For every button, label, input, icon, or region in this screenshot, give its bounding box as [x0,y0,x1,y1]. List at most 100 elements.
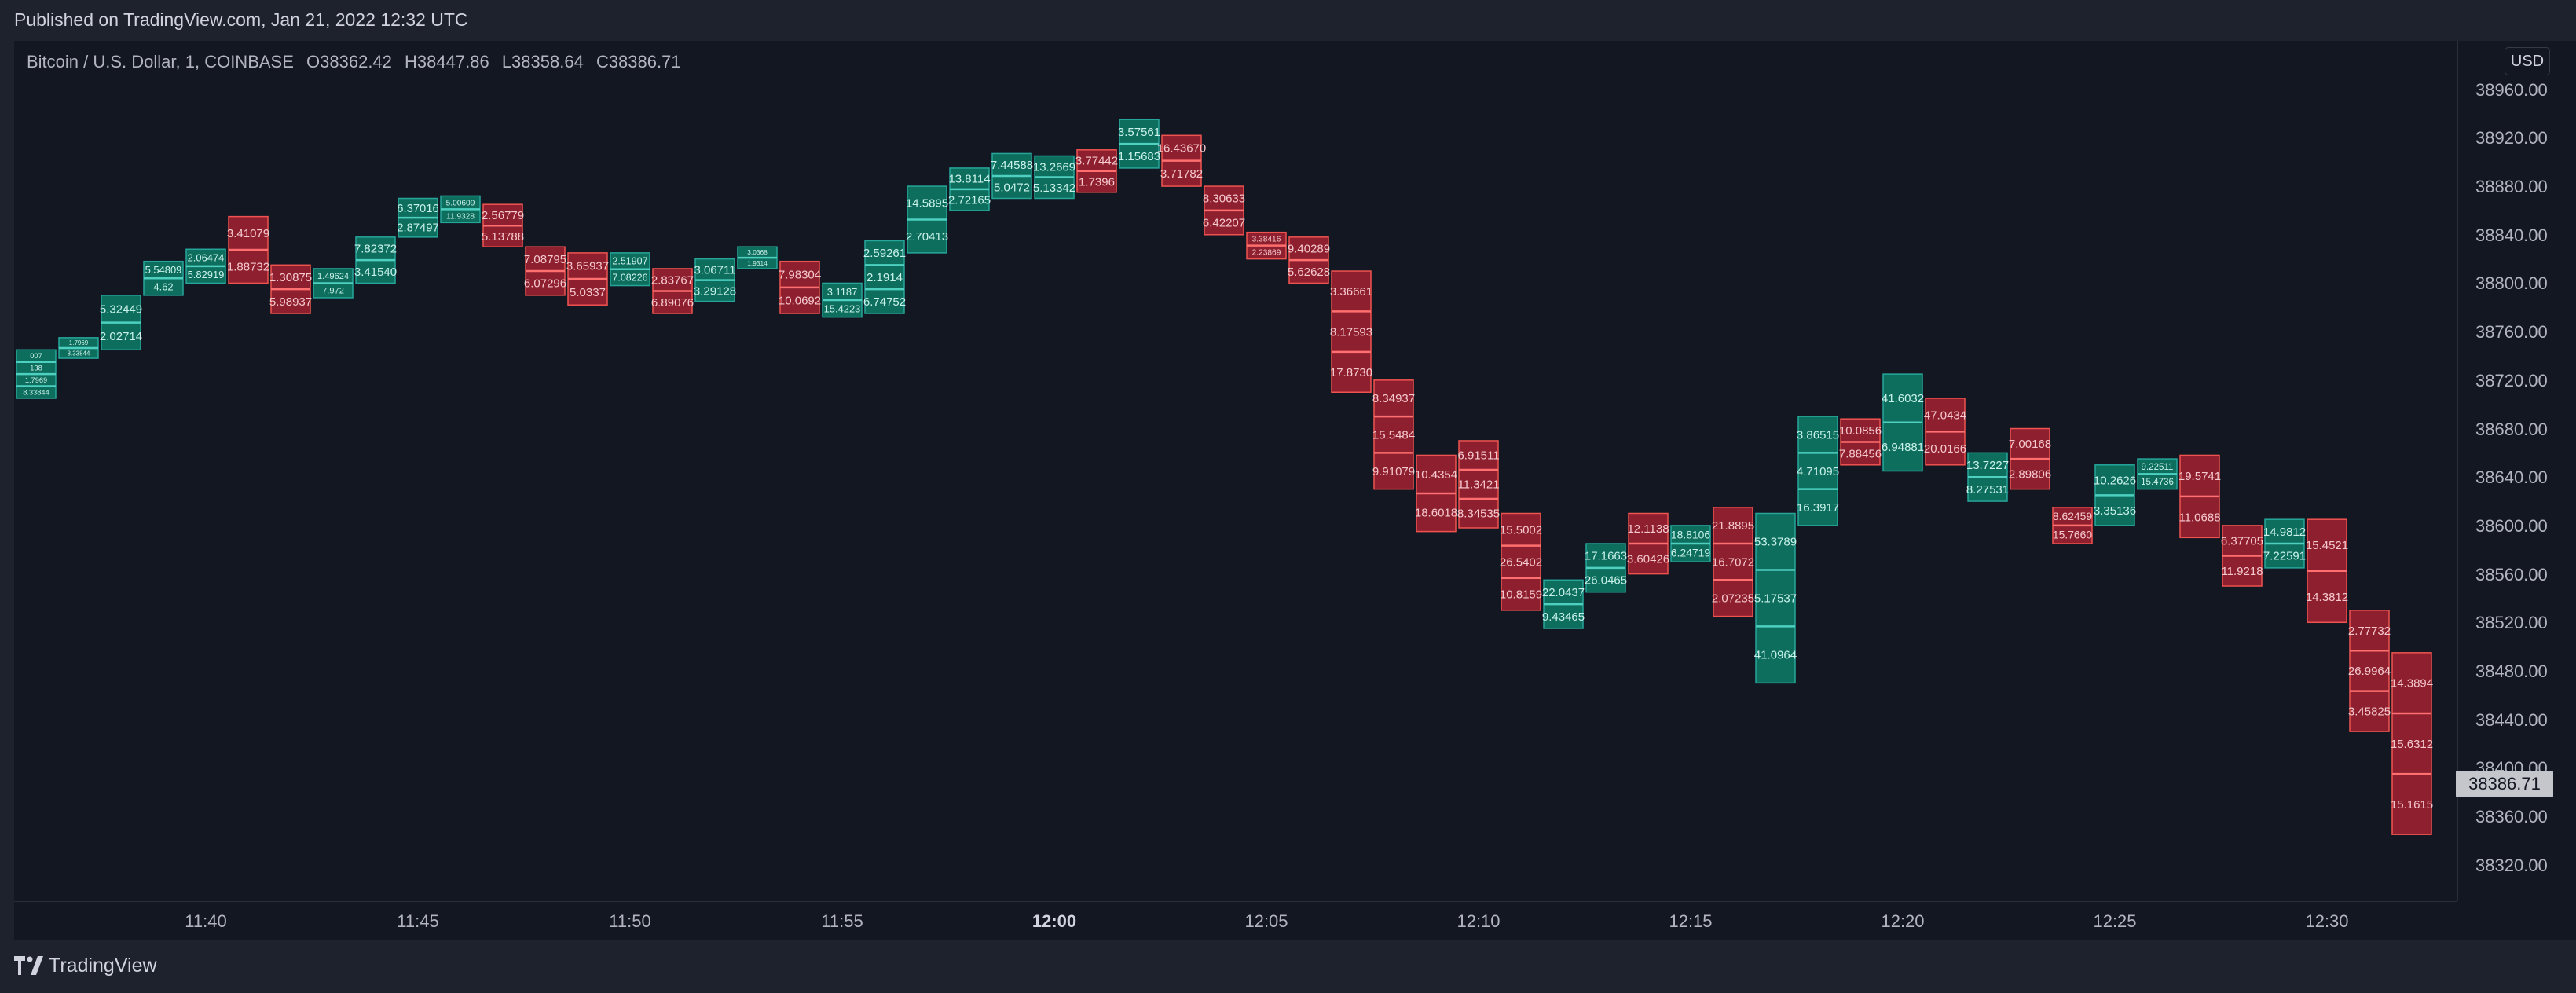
candle[interactable]: 9.22511 15.4736 [2137,458,2178,490]
volume-label: 007 [30,352,42,360]
candle[interactable]: 2.06474 5.82919 [185,248,226,284]
volume-label: 6.37016 [397,203,439,215]
candle[interactable]: 3.0368 1.9314 [737,246,778,269]
candle[interactable]: 3.41079 1.88732 [227,215,269,284]
candle[interactable]: 7.08795 6.07296 [524,246,566,296]
candle[interactable]: 7.98304 10.0692 [779,260,821,314]
candle[interactable]: 3.38416 2.23869 [1246,231,1287,260]
volume-label: 26.0465 [1585,574,1627,588]
candle[interactable]: 3.36661 8.17593 17.8730 [1330,270,1372,394]
candle[interactable]: 1.49624 7.972 [313,268,354,299]
candle[interactable]: 14.9812 7.22591 [2263,518,2306,569]
symbol-legend[interactable]: Bitcoin / U.S. Dollar, 1, COINBASE O3836… [27,52,681,72]
price-tick-label: 38920.00 [2475,128,2548,148]
volume-label: 8.33844 [23,388,49,396]
volume-label: 16.7072 [1712,555,1754,569]
candle[interactable]: 3.57561 1.15683 [1118,119,1160,169]
candle[interactable]: 7.00168 2.89806 [2009,427,2051,490]
candle[interactable]: 6.91511 11.3421 8.34535 [1457,440,1500,529]
volume-label: 2.89806 [2009,468,2051,482]
time-tick-label: 12:00 [1031,911,1077,931]
volume-label: 5.54809 [145,264,182,276]
candle-body [1331,270,1372,394]
volume-label: 15.7660 [2053,528,2092,540]
volume-label: 11.9218 [2221,565,2263,578]
volume-label: 26.5402 [1500,555,1542,569]
candle[interactable]: 47.0434 20.0166 [1924,398,1966,466]
candle[interactable]: 2.51907 7.08226 [610,252,650,287]
candle[interactable]: 14.5895 2.70413 [906,185,948,254]
candle-body [864,240,905,314]
candle[interactable]: 5.00609 11.9328 [440,195,481,224]
candle[interactable]: 10.0856 7.88456 [1839,418,1882,466]
candle[interactable]: 8.34937 15.5484 9.91079 [1372,379,1415,490]
candle[interactable]: 7.82372 3.41540 [354,236,397,284]
candle[interactable]: 41.6032 6.94881 [1882,373,1924,472]
candle[interactable]: 5.32449 2.02714 [100,295,142,351]
volume-label: 14.5895 [906,197,948,211]
candle[interactable]: 3.65937 5.0337 [566,252,609,306]
candle[interactable]: 16.43670 3.71782 [1157,134,1207,187]
candle[interactable]: 6.37705 11.9218 [2221,525,2263,587]
price-tick-label: 38440.00 [2475,709,2548,730]
volume-label: 3.57561 [1118,126,1160,139]
volume-label: 5.00609 [446,199,475,207]
candle[interactable]: 3.06711 3.29128 [694,258,736,302]
chart-panel[interactable]: 007 138 1.7969 8.33844 1.7969 8.33844 5.32449 2… [14,41,2576,940]
volume-label: 15.4521 [2306,539,2348,552]
candle[interactable]: 1.30875 5.98937 [269,264,312,314]
candle[interactable]: 18.8106 6.24719 [1670,525,1711,562]
volume-label: 8.30633 [1203,192,1245,206]
time-tick-label: 11:40 [185,911,227,931]
candle[interactable]: 15.4521 14.3812 [2306,518,2348,624]
tradingview-logo-icon[interactable] [14,956,44,975]
candle[interactable]: 2.83767 6.89076 [651,268,694,314]
candle[interactable]: 3.86515 4.71095 16.3917 [1797,416,1839,526]
volume-label: 4.62 [153,281,173,293]
volume-label: 5.13788 [482,230,524,244]
currency-button[interactable]: USD [2505,47,2550,75]
volume-label: 3.65937 [566,260,609,273]
candle[interactable]: 2.59261 2.1914 6.74752 [863,240,906,314]
candle[interactable]: 10.2626 3.35136 [2094,464,2136,526]
top-bar: Published on TradingView.com, Jan 21, 20… [0,0,2576,41]
candle[interactable]: 2.56779 5.13788 [482,203,524,247]
volume-label: 5.98937 [269,295,312,309]
volume-label: 6.37705 [2221,534,2263,548]
footprint-plot[interactable]: 007 138 1.7969 8.33844 1.7969 8.33844 5.32449 2… [14,41,2457,901]
volume-label: 4.71095 [1797,465,1839,478]
candle[interactable]: 9.40289 5.62628 [1288,236,1330,284]
candle[interactable]: 5.54809 4.62 [143,260,184,296]
candle[interactable]: 22.0437 9.43465 [1542,579,1585,629]
price-axis[interactable]: 38320.00 38360.00 38400.00 38440.00 38480.00… [2457,41,2576,901]
candle[interactable]: 13.2669 5.13342 [1033,155,1075,200]
candle[interactable]: 53.3789 5.17537 41.0964 [1754,512,1797,684]
candle[interactable]: 10.4354 18.6018 [1415,454,1457,533]
candle[interactable]: 1.7969 8.33844 [58,337,99,359]
candle[interactable]: 19.5741 11.0688 [2178,454,2221,539]
volume-label: 47.0434 [1924,409,1966,422]
candle[interactable]: 3.77442 1.7396 [1075,149,1118,193]
time-axis[interactable]: 11:40 11:45 11:50 11:55 12:00 12:05 12:10 12:15… [14,901,2457,941]
candle[interactable]: 21.8895 16.7072 2.07235 [1712,507,1754,617]
candle[interactable]: 007 138 1.7969 8.33844 [16,349,57,399]
candle[interactable]: 14.3894 15.6312 15.1615 [2391,652,2433,835]
candle[interactable]: 3.1187 15.4223 [822,282,863,318]
candle[interactable]: 15.5002 26.5402 10.8159 [1500,512,1542,611]
candle[interactable]: 8.62459 15.7660 [2052,507,2093,544]
candle[interactable]: 13.8114 2.72165 [948,167,991,211]
volume-label: 3.77442 [1075,155,1118,168]
candle[interactable]: 13.7227 8.27531 [1966,452,2009,502]
candle[interactable]: 12.1138 3.60426 [1627,512,1669,575]
candle[interactable]: 7.44588 5.0472 [991,152,1033,200]
volume-label: 7.00168 [2009,438,2051,451]
volume-label: 1.7396 [1079,176,1115,189]
candle[interactable]: 6.37016 2.87497 [397,197,439,238]
candle[interactable]: 2.77732 26.9964 3.45825 [2348,610,2391,732]
candle-body [1458,440,1499,529]
candle[interactable]: 8.30633 6.42207 [1203,185,1245,236]
volume-label: 3.06711 [694,263,735,277]
volume-label: 11.0688 [2178,511,2220,524]
candle[interactable]: 17.1663 26.0465 [1585,543,1627,593]
brand-label[interactable]: TradingView [49,955,157,977]
